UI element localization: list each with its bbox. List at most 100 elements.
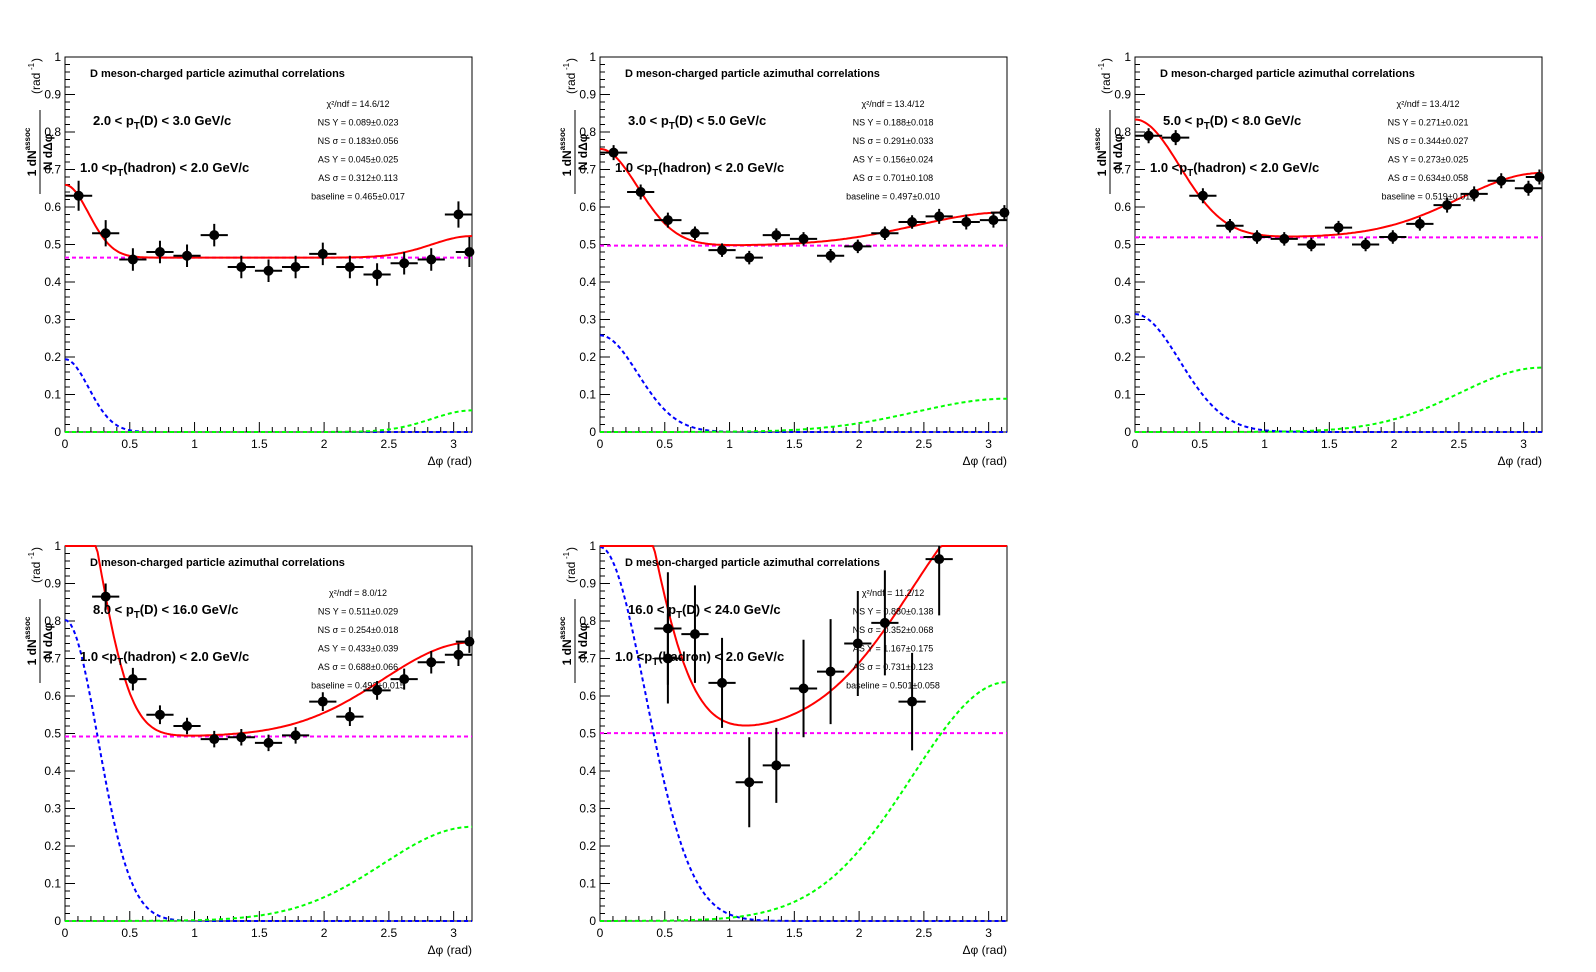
x-tick-label: 1 [191, 437, 198, 451]
data-marker [209, 734, 220, 745]
data-point [173, 244, 201, 267]
data-marker [1224, 220, 1235, 231]
y-tick-label: 0.1 [579, 388, 596, 402]
data-point [65, 180, 93, 211]
y-axis-label-numerator: 1 dNassoc [1093, 127, 1109, 176]
data-marker [344, 262, 355, 272]
y-axis-label-unit-exp: -1 [562, 62, 571, 70]
fit-as-y: AS Y = 0.045±0.025 [318, 155, 398, 165]
y-axis-label-unit-exp: -1 [562, 551, 571, 559]
y-tick-label: 0.1 [1114, 388, 1131, 402]
data-point [1270, 232, 1298, 246]
x-tick-label: 1 [1261, 437, 1268, 451]
total-fit-curve [64, 183, 473, 259]
total-fit-curve [1134, 118, 1542, 238]
data-marker [464, 636, 475, 647]
data-marker [453, 649, 464, 660]
x-tick-label: 1.5 [786, 926, 803, 940]
panel-title: D meson-charged particle azimuthal corre… [90, 557, 345, 569]
data-marker [317, 696, 328, 707]
data-marker [1279, 233, 1290, 244]
fit-as-y: AS Y = 1.167±0.175 [853, 644, 933, 654]
data-marker [608, 147, 619, 158]
data-marker [399, 674, 410, 685]
data-point [762, 228, 790, 242]
x-tick-label: 1 [191, 926, 198, 940]
pt-hadron-label: 1.0 <pT(hadron) < 2.0 GeV/c [80, 160, 249, 179]
y-axis-label-unit-close: ) [1099, 58, 1113, 62]
fit-as-y: AS Y = 0.156±0.024 [853, 155, 933, 165]
fit-ns-y: NS Y = 0.511±0.029 [318, 607, 398, 617]
data-marker [852, 638, 863, 649]
y-tick-label: 0.6 [44, 689, 61, 703]
data-marker [1252, 232, 1263, 242]
data-point [600, 145, 628, 161]
chart-panel-4: 0 0.1 0.2 0.3 0.4 0.5 0.6 0.7 0.8 0.9 1 0 0.5 1 1.5 2 2.… [23, 539, 475, 957]
data-point [681, 585, 709, 683]
fit-ns-sigma: NS σ = 0.352±0.068 [853, 625, 934, 635]
x-axis-label: Δφ (rad) [428, 454, 472, 468]
x-tick-label: 2 [856, 437, 863, 451]
y-axis-label-unit-close: ) [29, 547, 43, 551]
data-point [735, 250, 763, 265]
y-tick-label: 0.7 [1114, 163, 1131, 177]
x-tick-label: 1 [726, 926, 733, 940]
data-point [227, 255, 255, 279]
data-marker [453, 209, 464, 220]
near-side-gaussian-curve [64, 358, 472, 433]
data-marker [372, 685, 383, 696]
data-point [844, 239, 872, 254]
panel-title: D meson-charged particle azimuthal corre… [625, 68, 880, 80]
y-tick-label: 0.3 [44, 313, 61, 327]
y-axis-label-numerator: 1 dNassoc [23, 616, 39, 665]
near-side-gaussian-curve [64, 619, 472, 922]
data-point [654, 613, 682, 704]
y-tick-label: 0.3 [44, 802, 61, 816]
fit-baseline: baseline = 0.497±0.010 [846, 192, 940, 202]
chart-panel-3: 0 0.1 0.2 0.3 0.4 0.5 0.6 0.7 0.8 0.9 1 0 0.5 1 1.5 2 2.… [1093, 50, 1545, 468]
data-point [1433, 197, 1461, 213]
data-point [390, 668, 418, 690]
pt-d-label: 5.0 < pT(D) < 8.0 GeV/c [1163, 113, 1301, 132]
y-tick-label: 0.6 [44, 200, 61, 214]
data-marker [689, 629, 700, 640]
x-tick-label: 3 [985, 926, 992, 940]
data-point [1514, 180, 1542, 196]
y-tick-label: 0.4 [44, 275, 61, 289]
y-axis-label-numerator: 1 dNassoc [558, 616, 574, 665]
x-tick-label: 0 [62, 437, 69, 451]
y-tick-label: 0.2 [44, 350, 61, 364]
y-tick-label: 0.4 [579, 764, 596, 778]
y-tick-label: 0.8 [44, 614, 61, 628]
data-marker [717, 245, 728, 256]
data-marker [879, 617, 890, 628]
x-tick-label: 0.5 [1191, 437, 1208, 451]
data-marker [1414, 218, 1425, 229]
fit-chi2ndf: χ²/ndf = 8.0/12 [329, 588, 387, 598]
x-tick-label: 2.5 [916, 926, 933, 940]
x-tick-label: 0.5 [121, 926, 138, 940]
data-point [119, 667, 147, 691]
y-axis-label-numerator: 1 dNassoc [558, 127, 574, 176]
x-tick-label: 2 [321, 926, 328, 940]
x-tick-label: 2.5 [1451, 437, 1468, 451]
fit-as-y: AS Y = 0.273±0.025 [1388, 155, 1468, 165]
data-marker [290, 262, 301, 272]
x-tick-label: 0 [597, 926, 604, 940]
data-point [654, 212, 682, 228]
data-point [816, 249, 845, 263]
near-side-gaussian-curve [599, 334, 1007, 433]
fit-ns-sigma: NS σ = 0.183±0.056 [318, 136, 399, 146]
data-point [1525, 169, 1545, 185]
data-marker [879, 228, 890, 239]
data-marker [798, 233, 809, 244]
pt-hadron-label: 1.0 <pT(hadron) < 2.0 GeV/c [615, 649, 784, 668]
y-tick-label: 1 [1124, 50, 1131, 64]
y-tick-label: 0.3 [579, 313, 596, 327]
data-marker [771, 760, 782, 771]
data-marker [934, 211, 945, 222]
x-tick-label: 2.5 [916, 437, 933, 451]
data-point [898, 215, 926, 229]
y-tick-label: 0.7 [579, 652, 596, 666]
